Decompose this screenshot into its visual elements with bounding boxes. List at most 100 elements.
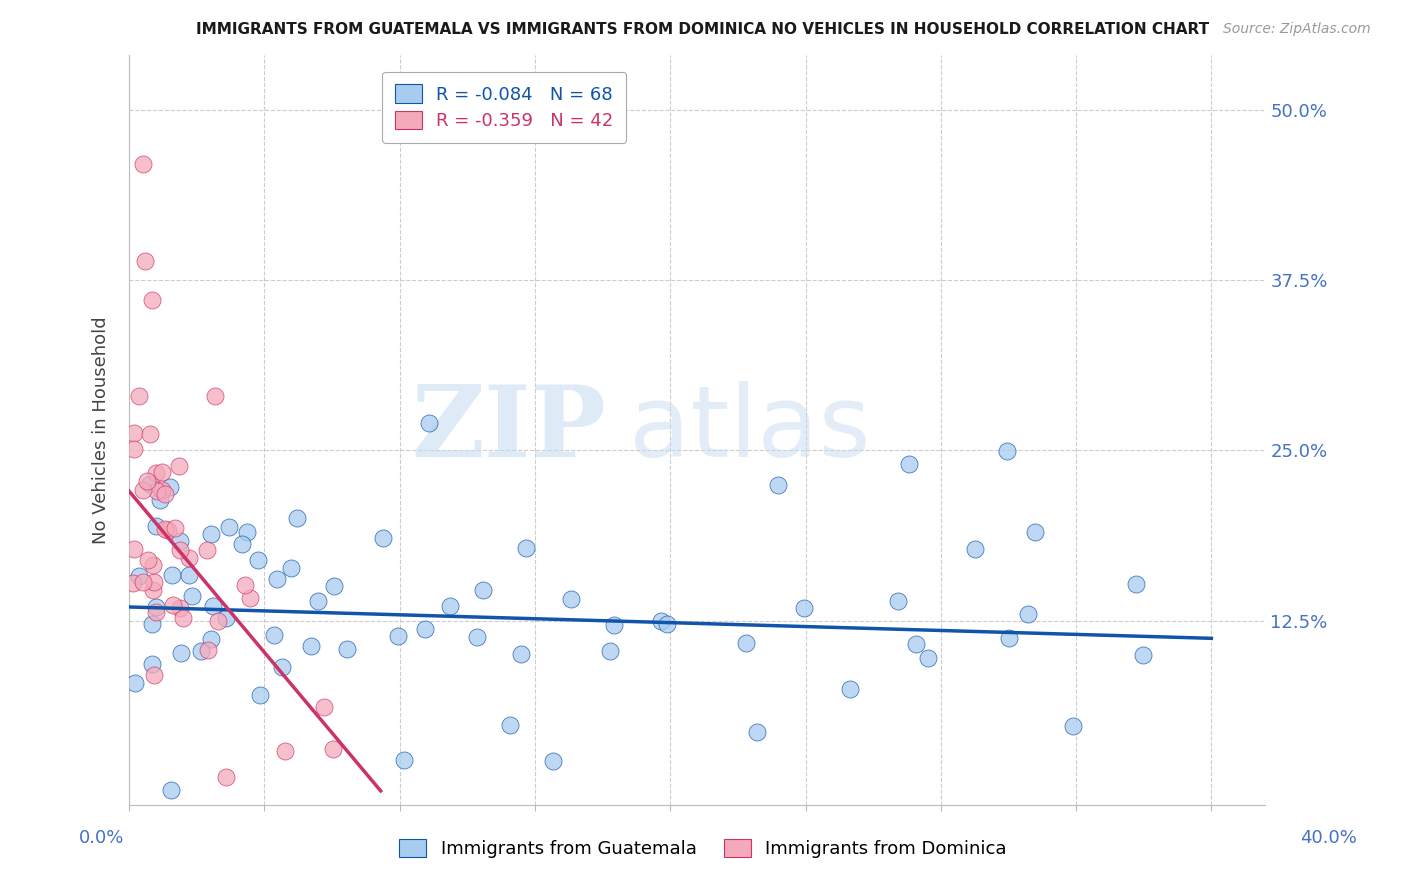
Point [336, 641, 359, 656]
Y-axis label: No Vehicles in Household: No Vehicles in Household [93, 316, 110, 543]
Point [373, 531, 395, 545]
Point [838, 682, 860, 697]
Point [215, 611, 238, 625]
Point [1017, 607, 1039, 621]
Point [312, 699, 335, 714]
Point [898, 457, 921, 471]
Point [201, 599, 224, 614]
Point [246, 552, 269, 566]
Point [322, 741, 344, 756]
Point [239, 591, 262, 605]
Point [156, 523, 179, 537]
Point [215, 770, 238, 784]
Point [745, 724, 768, 739]
Point [650, 614, 672, 628]
Point [190, 644, 212, 658]
Point [139, 476, 162, 491]
Point [145, 519, 167, 533]
Point [145, 599, 167, 614]
Point [560, 591, 582, 606]
Text: IMMIGRANTS FROM GUATEMALA VS IMMIGRANTS FROM DOMINICA NO VEHICLES IN HOUSEHOLD C: IMMIGRANTS FROM GUATEMALA VS IMMIGRANTS … [197, 22, 1209, 37]
Point [735, 635, 758, 649]
Point [917, 651, 939, 665]
Point [136, 553, 159, 567]
Point [274, 744, 297, 758]
Point [392, 753, 415, 767]
Point [162, 599, 184, 613]
Point [413, 622, 436, 636]
Point [135, 475, 157, 489]
Point [143, 574, 166, 589]
Point [132, 483, 155, 498]
Point [159, 479, 181, 493]
Point [599, 644, 621, 658]
Point [124, 425, 146, 440]
Point [1062, 719, 1084, 733]
Text: 0.0%: 0.0% [79, 829, 124, 847]
Point [153, 487, 176, 501]
Point [122, 542, 145, 557]
Point [122, 576, 145, 591]
Point [145, 605, 167, 619]
Point [177, 568, 200, 582]
Point [142, 667, 165, 681]
Point [235, 524, 257, 539]
Point [218, 520, 240, 534]
Point [131, 574, 153, 589]
Point [200, 632, 222, 647]
Point [197, 643, 219, 657]
Point [145, 466, 167, 480]
Point [200, 526, 222, 541]
Point [139, 426, 162, 441]
Point [169, 533, 191, 548]
Legend: Immigrants from Guatemala, Immigrants from Dominica: Immigrants from Guatemala, Immigrants fr… [392, 831, 1014, 865]
Point [195, 542, 218, 557]
Point [280, 561, 302, 575]
Point [142, 558, 165, 572]
Point [510, 647, 533, 661]
Point [543, 754, 565, 768]
Point [266, 573, 288, 587]
Point [603, 618, 626, 632]
Point [204, 389, 226, 403]
Point [287, 511, 309, 525]
Legend: R = -0.084   N = 68, R = -0.359   N = 42: R = -0.084 N = 68, R = -0.359 N = 42 [382, 71, 626, 143]
Point [169, 458, 191, 473]
Point [128, 568, 150, 582]
Text: 40.0%: 40.0% [1301, 829, 1357, 847]
Point [1024, 524, 1046, 539]
Point [472, 582, 495, 597]
Point [141, 293, 163, 308]
Point [142, 582, 165, 597]
Point [207, 614, 229, 628]
Point [169, 601, 191, 615]
Point [499, 718, 522, 732]
Point [159, 782, 181, 797]
Point [141, 657, 163, 671]
Point [905, 637, 928, 651]
Point [231, 537, 253, 551]
Point [170, 646, 193, 660]
Point [515, 541, 537, 555]
Point [132, 157, 155, 171]
Point [655, 616, 678, 631]
Point [145, 483, 167, 498]
Point [418, 416, 440, 430]
Point [181, 589, 204, 603]
Point [153, 522, 176, 536]
Point [271, 660, 294, 674]
Text: ZIP: ZIP [412, 382, 606, 478]
Point [172, 611, 194, 625]
Point [150, 466, 173, 480]
Point [233, 578, 256, 592]
Point [995, 444, 1018, 458]
Point [263, 628, 285, 642]
Point [1125, 577, 1147, 591]
Point [165, 521, 187, 535]
Point [1132, 648, 1154, 663]
Point [169, 542, 191, 557]
Text: Source: ZipAtlas.com: Source: ZipAtlas.com [1223, 22, 1371, 37]
Point [128, 389, 150, 403]
Point [149, 492, 172, 507]
Point [307, 594, 329, 608]
